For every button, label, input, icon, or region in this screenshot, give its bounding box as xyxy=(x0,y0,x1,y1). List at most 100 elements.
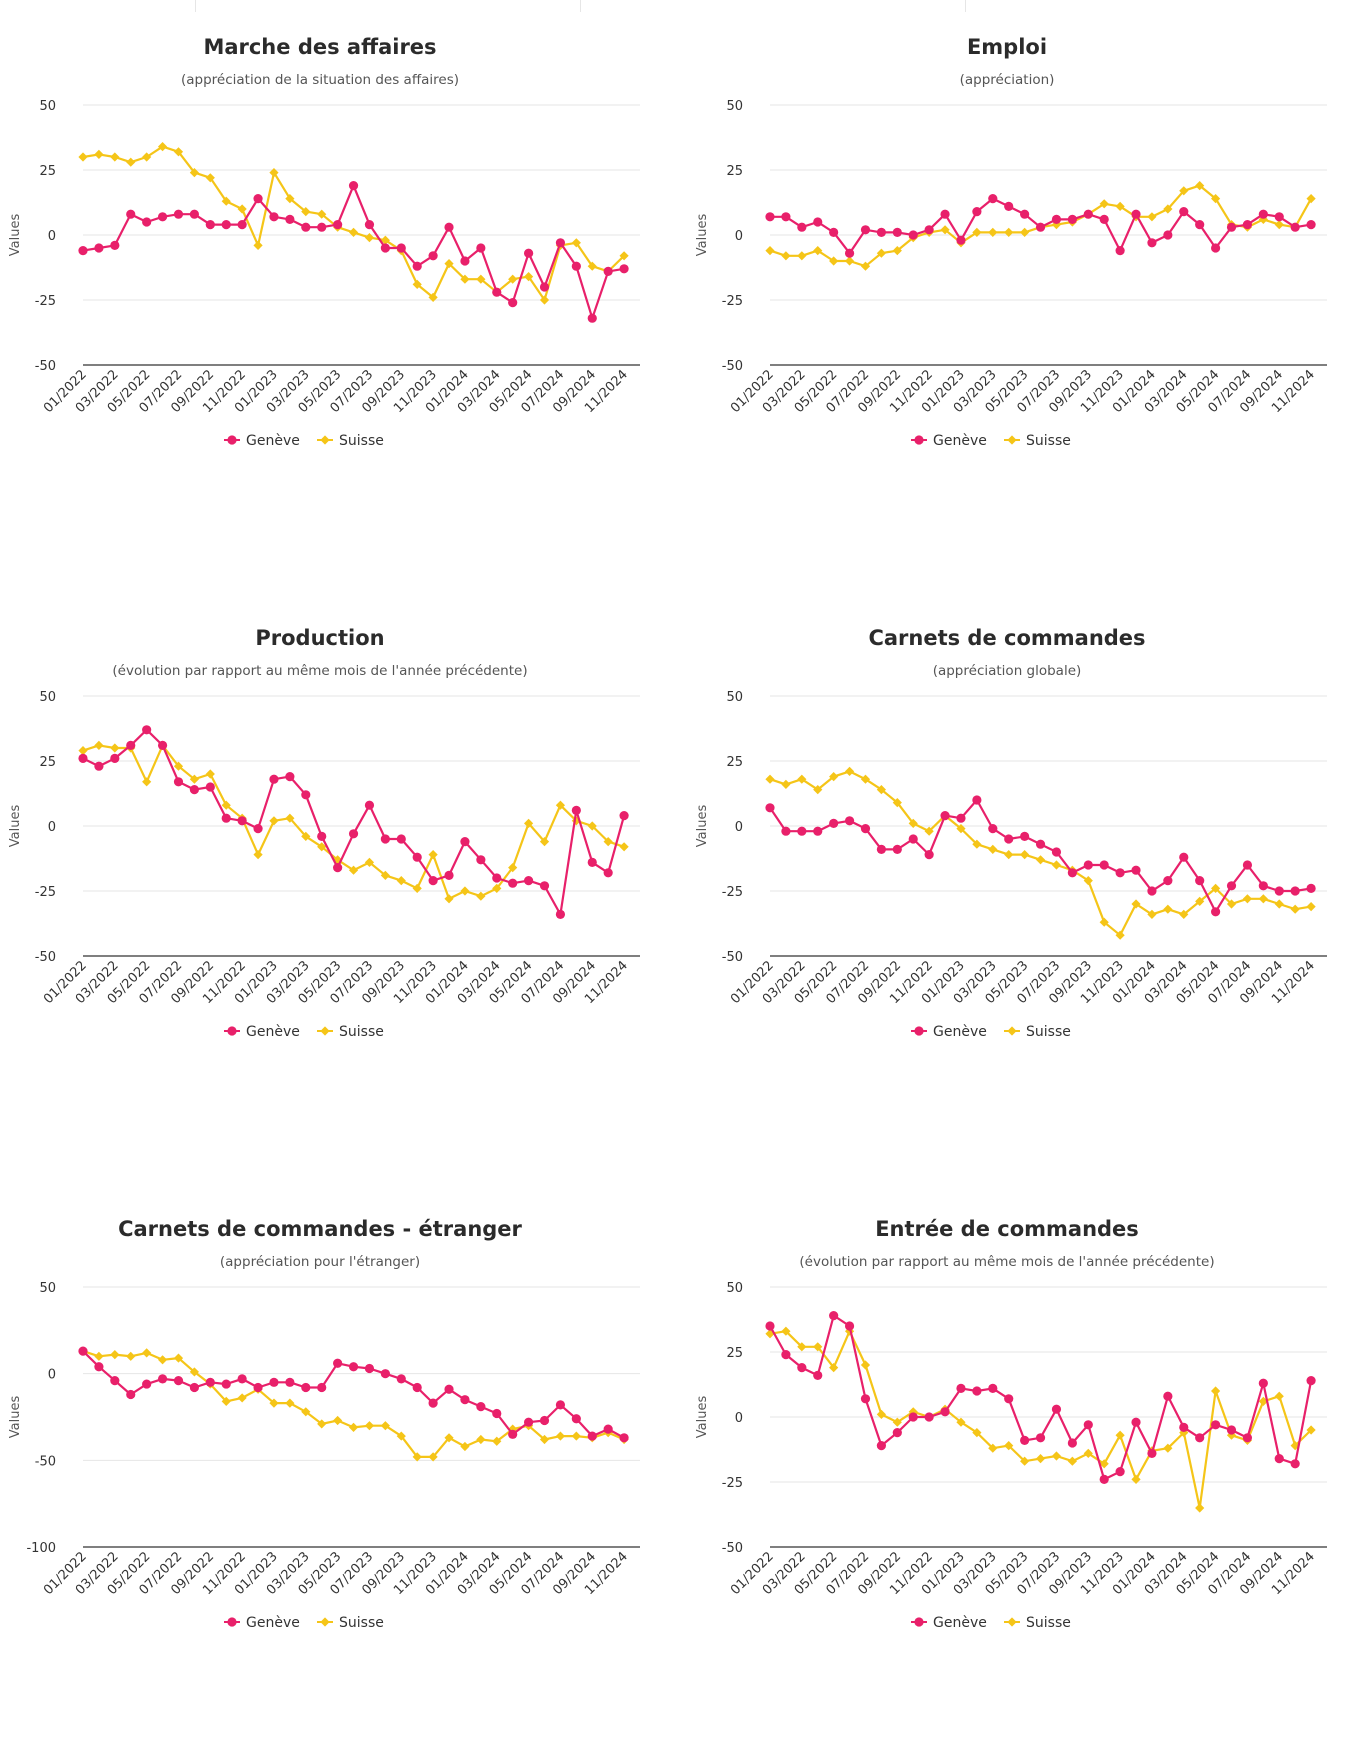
data-point-suisse[interactable] xyxy=(110,152,120,162)
data-point-geneve[interactable] xyxy=(781,826,791,836)
data-point-geneve[interactable] xyxy=(988,194,998,204)
data-point-geneve[interactable] xyxy=(555,238,566,248)
data-point-geneve[interactable] xyxy=(1115,246,1125,256)
data-point-geneve[interactable] xyxy=(781,1350,791,1360)
data-point-suisse[interactable] xyxy=(1115,1430,1125,1440)
data-point-suisse[interactable] xyxy=(781,779,791,789)
data-point-suisse[interactable] xyxy=(988,1443,998,1453)
data-point-suisse[interactable] xyxy=(269,168,279,178)
data-point-geneve[interactable] xyxy=(988,824,998,834)
data-point-geneve[interactable] xyxy=(78,1346,88,1356)
data-point-suisse[interactable] xyxy=(412,279,422,289)
legend-item-suisse[interactable]: Suisse xyxy=(317,1024,384,1040)
data-point-suisse[interactable] xyxy=(508,274,518,284)
data-point-suisse[interactable] xyxy=(1083,1448,1093,1458)
data-point-geneve[interactable] xyxy=(221,1379,231,1389)
data-point-suisse[interactable] xyxy=(844,766,855,776)
data-point-geneve[interactable] xyxy=(524,876,534,886)
data-point-geneve[interactable] xyxy=(1195,220,1205,230)
data-point-suisse[interactable] xyxy=(189,168,199,178)
data-point-geneve[interactable] xyxy=(157,1374,168,1384)
data-point-geneve[interactable] xyxy=(1163,876,1173,886)
data-point-suisse[interactable] xyxy=(173,147,184,157)
data-point-suisse[interactable] xyxy=(126,1351,136,1361)
data-point-geneve[interactable] xyxy=(189,209,199,219)
data-point-suisse[interactable] xyxy=(492,883,502,893)
data-point-suisse[interactable] xyxy=(1195,1503,1205,1513)
data-point-suisse[interactable] xyxy=(317,209,327,219)
data-point-geneve[interactable] xyxy=(829,227,839,237)
data-point-geneve[interactable] xyxy=(285,1377,295,1387)
data-point-suisse[interactable] xyxy=(253,850,263,860)
data-point-geneve[interactable] xyxy=(1131,209,1141,219)
legend-item-geneve[interactable]: Genève xyxy=(911,433,987,449)
data-point-geneve[interactable] xyxy=(1290,1459,1300,1469)
data-point-geneve[interactable] xyxy=(142,1379,152,1389)
data-point-geneve[interactable] xyxy=(1131,865,1141,875)
data-point-geneve[interactable] xyxy=(317,1382,327,1393)
data-point-suisse[interactable] xyxy=(460,1441,470,1452)
data-point-geneve[interactable] xyxy=(253,1382,263,1393)
data-point-suisse[interactable] xyxy=(829,1363,839,1373)
data-point-suisse[interactable] xyxy=(269,1398,279,1408)
data-point-geneve[interactable] xyxy=(94,1362,104,1372)
legend-item-geneve[interactable]: Genève xyxy=(224,1615,300,1631)
data-point-geneve[interactable] xyxy=(1258,1378,1268,1388)
data-point-suisse[interactable] xyxy=(972,227,982,237)
data-point-suisse[interactable] xyxy=(1115,201,1125,211)
data-point-geneve[interactable] xyxy=(492,873,502,883)
data-point-geneve[interactable] xyxy=(539,881,550,891)
data-point-suisse[interactable] xyxy=(428,1452,438,1462)
data-point-geneve[interactable] xyxy=(1258,209,1268,219)
data-point-geneve[interactable] xyxy=(237,816,247,826)
data-point-geneve[interactable] xyxy=(444,222,454,232)
data-point-geneve[interactable] xyxy=(860,225,871,235)
data-point-geneve[interactable] xyxy=(412,1382,422,1393)
data-point-suisse[interactable] xyxy=(892,1417,902,1427)
data-point-geneve[interactable] xyxy=(844,248,855,258)
data-point-suisse[interactable] xyxy=(301,207,311,217)
data-point-geneve[interactable] xyxy=(813,826,823,836)
data-point-geneve[interactable] xyxy=(892,844,902,854)
data-point-geneve[interactable] xyxy=(1004,201,1014,211)
data-point-suisse[interactable] xyxy=(1035,1454,1046,1464)
data-point-geneve[interactable] xyxy=(1020,209,1030,219)
data-point-geneve[interactable] xyxy=(380,243,390,253)
data-point-geneve[interactable] xyxy=(1083,209,1093,219)
data-point-suisse[interactable] xyxy=(508,1424,518,1434)
data-point-geneve[interactable] xyxy=(1051,214,1062,224)
data-point-geneve[interactable] xyxy=(1274,212,1284,222)
data-point-geneve[interactable] xyxy=(524,248,534,258)
data-point-suisse[interactable] xyxy=(1099,1459,1109,1469)
data-point-suisse[interactable] xyxy=(237,1393,247,1403)
data-point-geneve[interactable] xyxy=(1306,220,1316,230)
data-point-geneve[interactable] xyxy=(587,313,597,323)
data-point-suisse[interactable] xyxy=(253,240,263,250)
data-point-geneve[interactable] xyxy=(539,1415,550,1426)
data-point-suisse[interactable] xyxy=(173,761,184,771)
data-point-suisse[interactable] xyxy=(555,800,566,810)
data-point-geneve[interactable] xyxy=(1195,1433,1205,1443)
data-point-suisse[interactable] xyxy=(1306,194,1316,204)
data-point-geneve[interactable] xyxy=(1242,220,1253,230)
data-point-suisse[interactable] xyxy=(781,251,791,261)
data-point-geneve[interactable] xyxy=(940,209,950,219)
data-point-suisse[interactable] xyxy=(765,774,775,784)
data-point-suisse[interactable] xyxy=(1020,227,1030,237)
data-point-suisse[interactable] xyxy=(157,1355,168,1365)
data-point-suisse[interactable] xyxy=(876,1409,886,1419)
data-point-suisse[interactable] xyxy=(1163,204,1173,214)
data-point-geneve[interactable] xyxy=(1083,860,1093,870)
data-point-geneve[interactable] xyxy=(476,855,486,865)
data-point-suisse[interactable] xyxy=(1195,181,1205,191)
data-point-suisse[interactable] xyxy=(380,1421,390,1431)
data-point-suisse[interactable] xyxy=(1067,1456,1077,1466)
data-point-geneve[interactable] xyxy=(1035,222,1046,232)
data-point-geneve[interactable] xyxy=(237,220,247,230)
data-point-suisse[interactable] xyxy=(956,1417,966,1427)
data-point-geneve[interactable] xyxy=(221,220,231,230)
data-point-geneve[interactable] xyxy=(603,1424,613,1434)
data-point-suisse[interactable] xyxy=(205,769,215,779)
data-point-geneve[interactable] xyxy=(142,725,152,735)
data-point-geneve[interactable] xyxy=(508,878,518,888)
